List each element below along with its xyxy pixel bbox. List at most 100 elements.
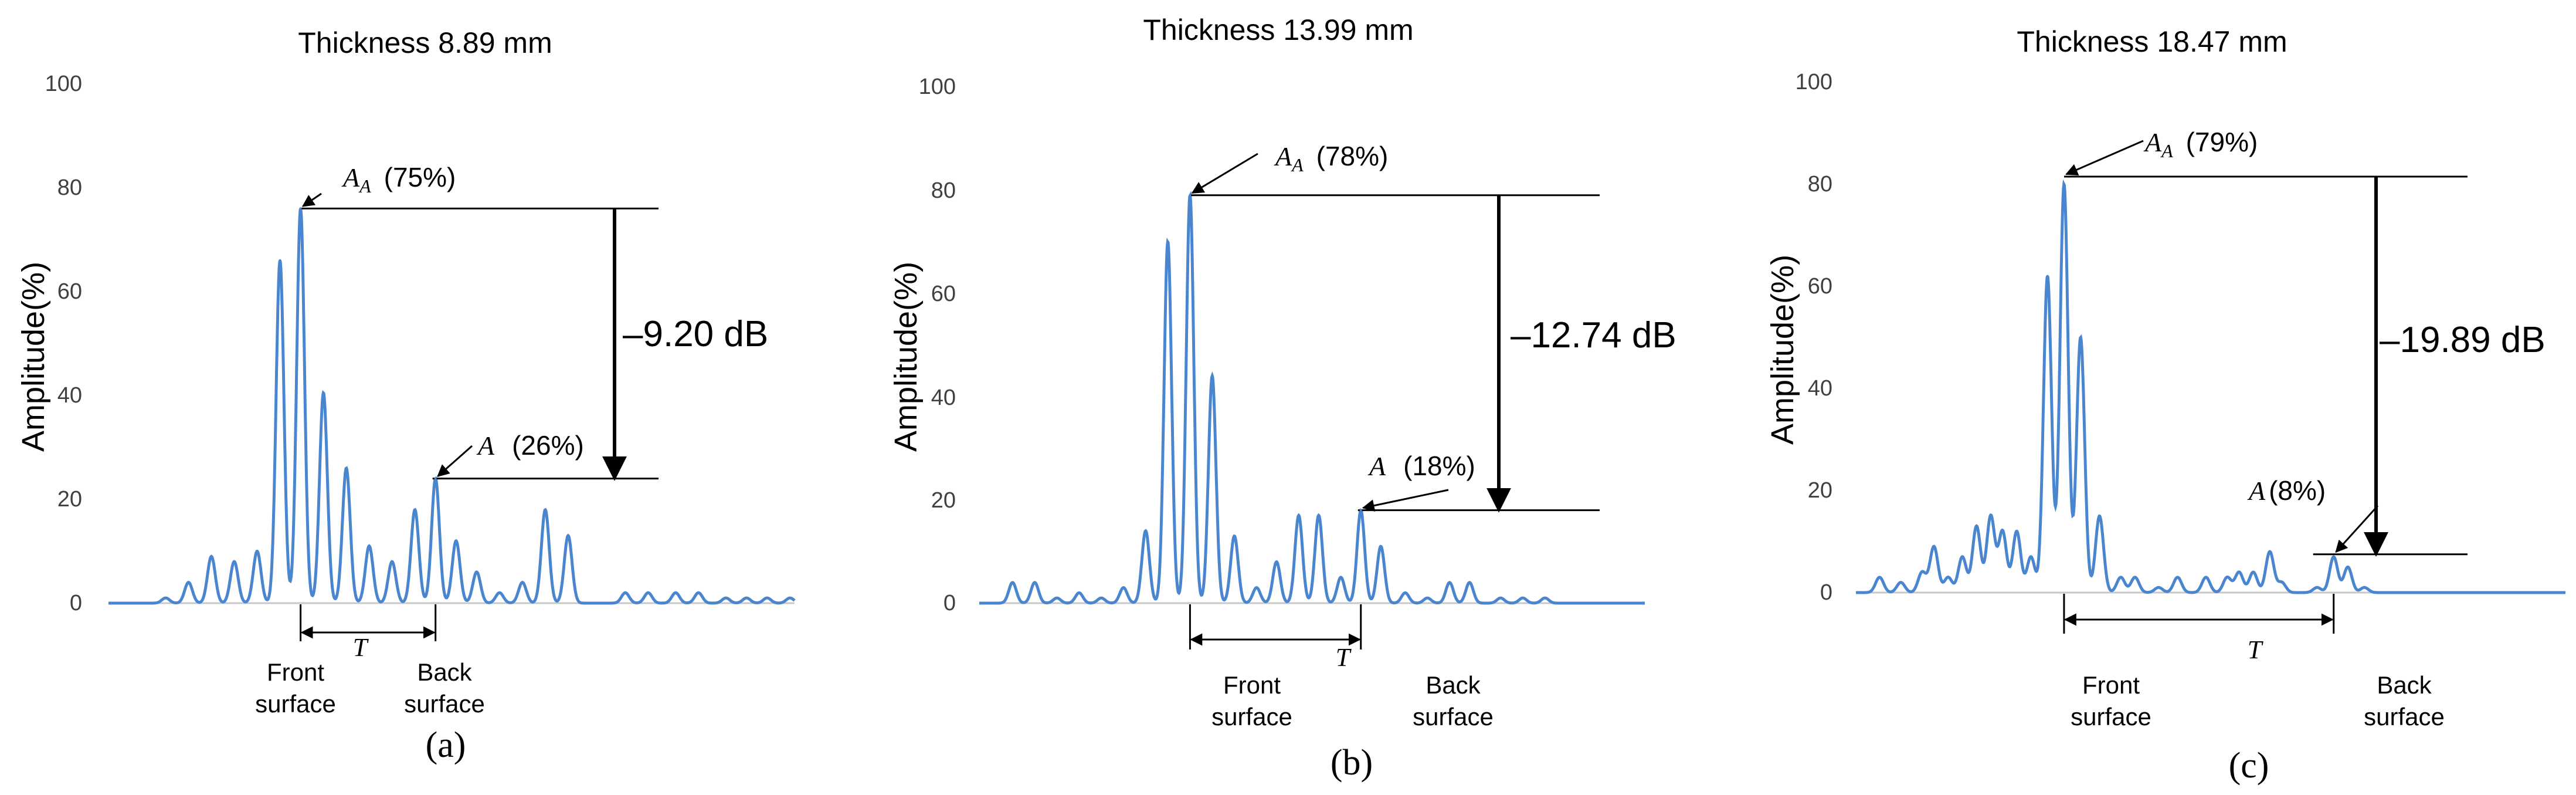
reference-pointer bbox=[301, 192, 322, 207]
signal-peak bbox=[2079, 336, 2082, 339]
y-tick-label: 60 bbox=[931, 282, 956, 306]
signal-peak bbox=[454, 539, 457, 542]
signal-peak bbox=[1521, 597, 1524, 600]
ref-percent: (75%) bbox=[384, 162, 456, 192]
back-surface-label: Back bbox=[2377, 671, 2432, 699]
y-tick-label: 100 bbox=[919, 75, 956, 99]
signal-peak bbox=[2316, 586, 2319, 589]
echo-symbol: A bbox=[476, 431, 495, 461]
signal-peak bbox=[1275, 560, 1278, 563]
reference-pointer bbox=[1191, 153, 1258, 194]
ref-subscript: A bbox=[358, 175, 371, 197]
back-surface-label: Back bbox=[1426, 671, 1481, 699]
signal-peak bbox=[1255, 586, 1258, 589]
reference-pointer bbox=[2065, 140, 2144, 176]
front-surface-label: Front bbox=[1223, 671, 1281, 699]
panel-a: Thickness 8.89 mm Amplitude(%) 0 20 40 6… bbox=[16, 26, 796, 765]
signal-peak bbox=[256, 550, 259, 553]
y-ticks: 0 20 40 60 80 100 bbox=[45, 72, 82, 615]
signal-peak bbox=[2176, 576, 2179, 579]
signal-peak bbox=[1033, 581, 1036, 584]
signal-peak bbox=[1100, 597, 1103, 600]
signal-peak bbox=[2157, 586, 2160, 589]
y-tick-label: 80 bbox=[57, 175, 82, 200]
signal-peak bbox=[368, 544, 371, 547]
signal-peak bbox=[2280, 581, 2283, 584]
front-surface-label: Front bbox=[2082, 671, 2140, 699]
signal-trace bbox=[1856, 179, 2565, 594]
y-tick-label: 0 bbox=[943, 591, 956, 615]
y-ticks: 0 20 40 60 80 100 bbox=[919, 75, 956, 615]
signal-peak bbox=[1297, 514, 1300, 517]
attenuation-label: –19.89 dB bbox=[2380, 320, 2546, 360]
signal-peak bbox=[1468, 581, 1471, 584]
y-tick-label: 80 bbox=[1808, 172, 1832, 197]
echo-pointer bbox=[2335, 505, 2379, 553]
signal-peak bbox=[1379, 545, 1382, 548]
signal-peak bbox=[322, 391, 325, 394]
period-label: T bbox=[353, 633, 369, 662]
signal-peak bbox=[2226, 576, 2229, 579]
reference-label: AA (75%) bbox=[341, 162, 456, 197]
signal-peak bbox=[1189, 194, 1192, 197]
panel-caption: (a) bbox=[426, 725, 466, 765]
chart-title: Thickness 18.47 mm bbox=[2017, 25, 2287, 58]
echo-symbol: A bbox=[1367, 451, 1386, 481]
signal-peak bbox=[2346, 566, 2349, 569]
attenuation-label: –12.74 dB bbox=[1511, 315, 1676, 356]
signal-peak bbox=[1543, 597, 1546, 600]
back-surface-label: surface bbox=[2364, 703, 2445, 730]
panel-caption: (c) bbox=[2229, 746, 2269, 786]
echo-pointer bbox=[1362, 489, 1449, 512]
signal-peak bbox=[187, 581, 190, 584]
signal-peak bbox=[1233, 534, 1236, 537]
front-surface-label: surface bbox=[255, 690, 336, 718]
signal-peak bbox=[413, 508, 416, 511]
signal-peak bbox=[2363, 586, 2366, 589]
echo-symbol: A bbox=[2247, 476, 2266, 506]
signal-peak bbox=[697, 591, 700, 594]
signal-peak bbox=[1055, 597, 1058, 600]
y-tick-label: 60 bbox=[57, 279, 82, 304]
chart-title: Thickness 13.99 mm bbox=[1143, 13, 1413, 46]
y-tick-label: 40 bbox=[931, 385, 956, 410]
echo-percent: (8%) bbox=[2269, 475, 2326, 506]
signal-peak bbox=[647, 591, 650, 594]
signal-peak bbox=[766, 597, 769, 600]
signal-peak bbox=[674, 591, 677, 594]
signal-peak bbox=[2062, 183, 2065, 185]
attenuation-label: –9.20 dB bbox=[623, 314, 768, 354]
signal-peak bbox=[1448, 581, 1451, 584]
y-tick-label: 0 bbox=[70, 591, 82, 615]
front-surface-label: surface bbox=[1211, 703, 1292, 730]
signal-peak bbox=[1961, 556, 1964, 559]
signal-peak bbox=[1339, 576, 1342, 579]
signal-peak bbox=[2046, 275, 2049, 278]
signal-peak bbox=[789, 597, 792, 600]
ref-symbol: A bbox=[341, 163, 360, 192]
signal-peak bbox=[345, 466, 348, 469]
signal-peak bbox=[434, 477, 437, 480]
front-surface-label: Front bbox=[267, 658, 324, 686]
y-tick-label: 40 bbox=[1808, 376, 1832, 401]
signal-peak bbox=[1144, 529, 1147, 532]
ref-subscript: A bbox=[2160, 140, 2173, 161]
y-axis-label: Amplitude(%) bbox=[1765, 255, 1800, 445]
y-tick-label: 100 bbox=[1796, 70, 1832, 94]
reference-label: AA (79%) bbox=[2143, 127, 2258, 161]
ref-symbol: A bbox=[1274, 141, 1292, 171]
panel-c: Thickness 18.47 mm Amplitude(%) 0 20 40 … bbox=[1765, 25, 2565, 786]
signal-peak bbox=[2204, 576, 2207, 579]
signal-peak bbox=[2015, 530, 2018, 533]
chart-title: Thickness 8.89 mm bbox=[298, 26, 552, 59]
y-tick-label: 20 bbox=[931, 488, 956, 513]
signal-peak bbox=[745, 597, 748, 600]
signal-peak bbox=[1920, 571, 1923, 574]
signal-peak bbox=[544, 508, 547, 511]
signal-trace bbox=[979, 191, 1645, 605]
signal-peak bbox=[2133, 576, 2136, 579]
signal-peak bbox=[475, 570, 478, 573]
signal-peak bbox=[566, 534, 569, 537]
y-tick-label: 40 bbox=[57, 383, 82, 408]
